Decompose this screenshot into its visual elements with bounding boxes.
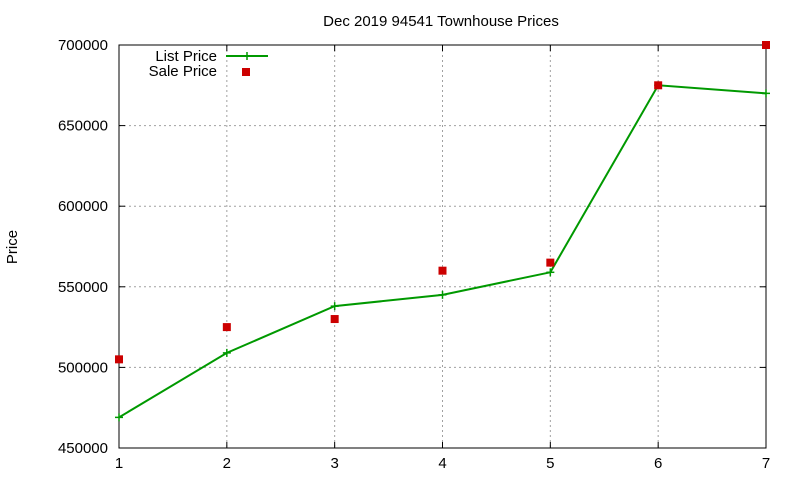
y-tick-label: 550000 (58, 279, 108, 296)
x-tick-label: 5 (546, 455, 554, 472)
data-series (115, 41, 770, 422)
x-tick-label: 1 (115, 455, 123, 472)
x-tick-label: 2 (223, 455, 231, 472)
chart-title: Dec 2019 94541 Townhouse Prices (323, 13, 559, 30)
legend-swatch-sale-price (242, 68, 250, 76)
legend-plus-marker (243, 52, 251, 60)
y-axis-label: Price (4, 230, 21, 264)
x-tick-label: 4 (438, 455, 446, 472)
x-tick-label: 3 (330, 455, 338, 472)
x-tick-label: 6 (654, 455, 662, 472)
sale-price-point (330, 315, 339, 324)
sale-price-point (762, 41, 770, 49)
y-tick-label: 500000 (58, 359, 108, 376)
axis-ticks: 1 2 3 4 5 6 7 450000 500000 550000 600000 650000 700… (58, 37, 770, 472)
y-tick-label: 700000 (58, 37, 108, 54)
sale-price-point (222, 323, 231, 332)
legend-marker-list-price (243, 52, 251, 60)
y-tick-label: 450000 (58, 440, 108, 457)
legend-label-sale-price: Sale Price (149, 63, 217, 80)
y-tick-label: 650000 (58, 118, 108, 135)
list-price-point (762, 89, 770, 98)
list-price-point (115, 413, 123, 422)
sale-price-point (654, 81, 663, 90)
list-price-point (546, 268, 555, 277)
list-price-point (330, 302, 339, 311)
legend: List Price Sale Price (149, 48, 268, 80)
y-tick-label: 600000 (58, 198, 108, 215)
list-price-point (438, 290, 447, 299)
list-price-point (222, 348, 231, 357)
sale-price-point (546, 258, 555, 267)
x-tick-label: 7 (762, 455, 770, 472)
grid-lines (119, 45, 766, 448)
sale-price-point (438, 266, 447, 275)
legend-label-list-price: List Price (155, 48, 217, 65)
sale-price-point (115, 355, 123, 364)
